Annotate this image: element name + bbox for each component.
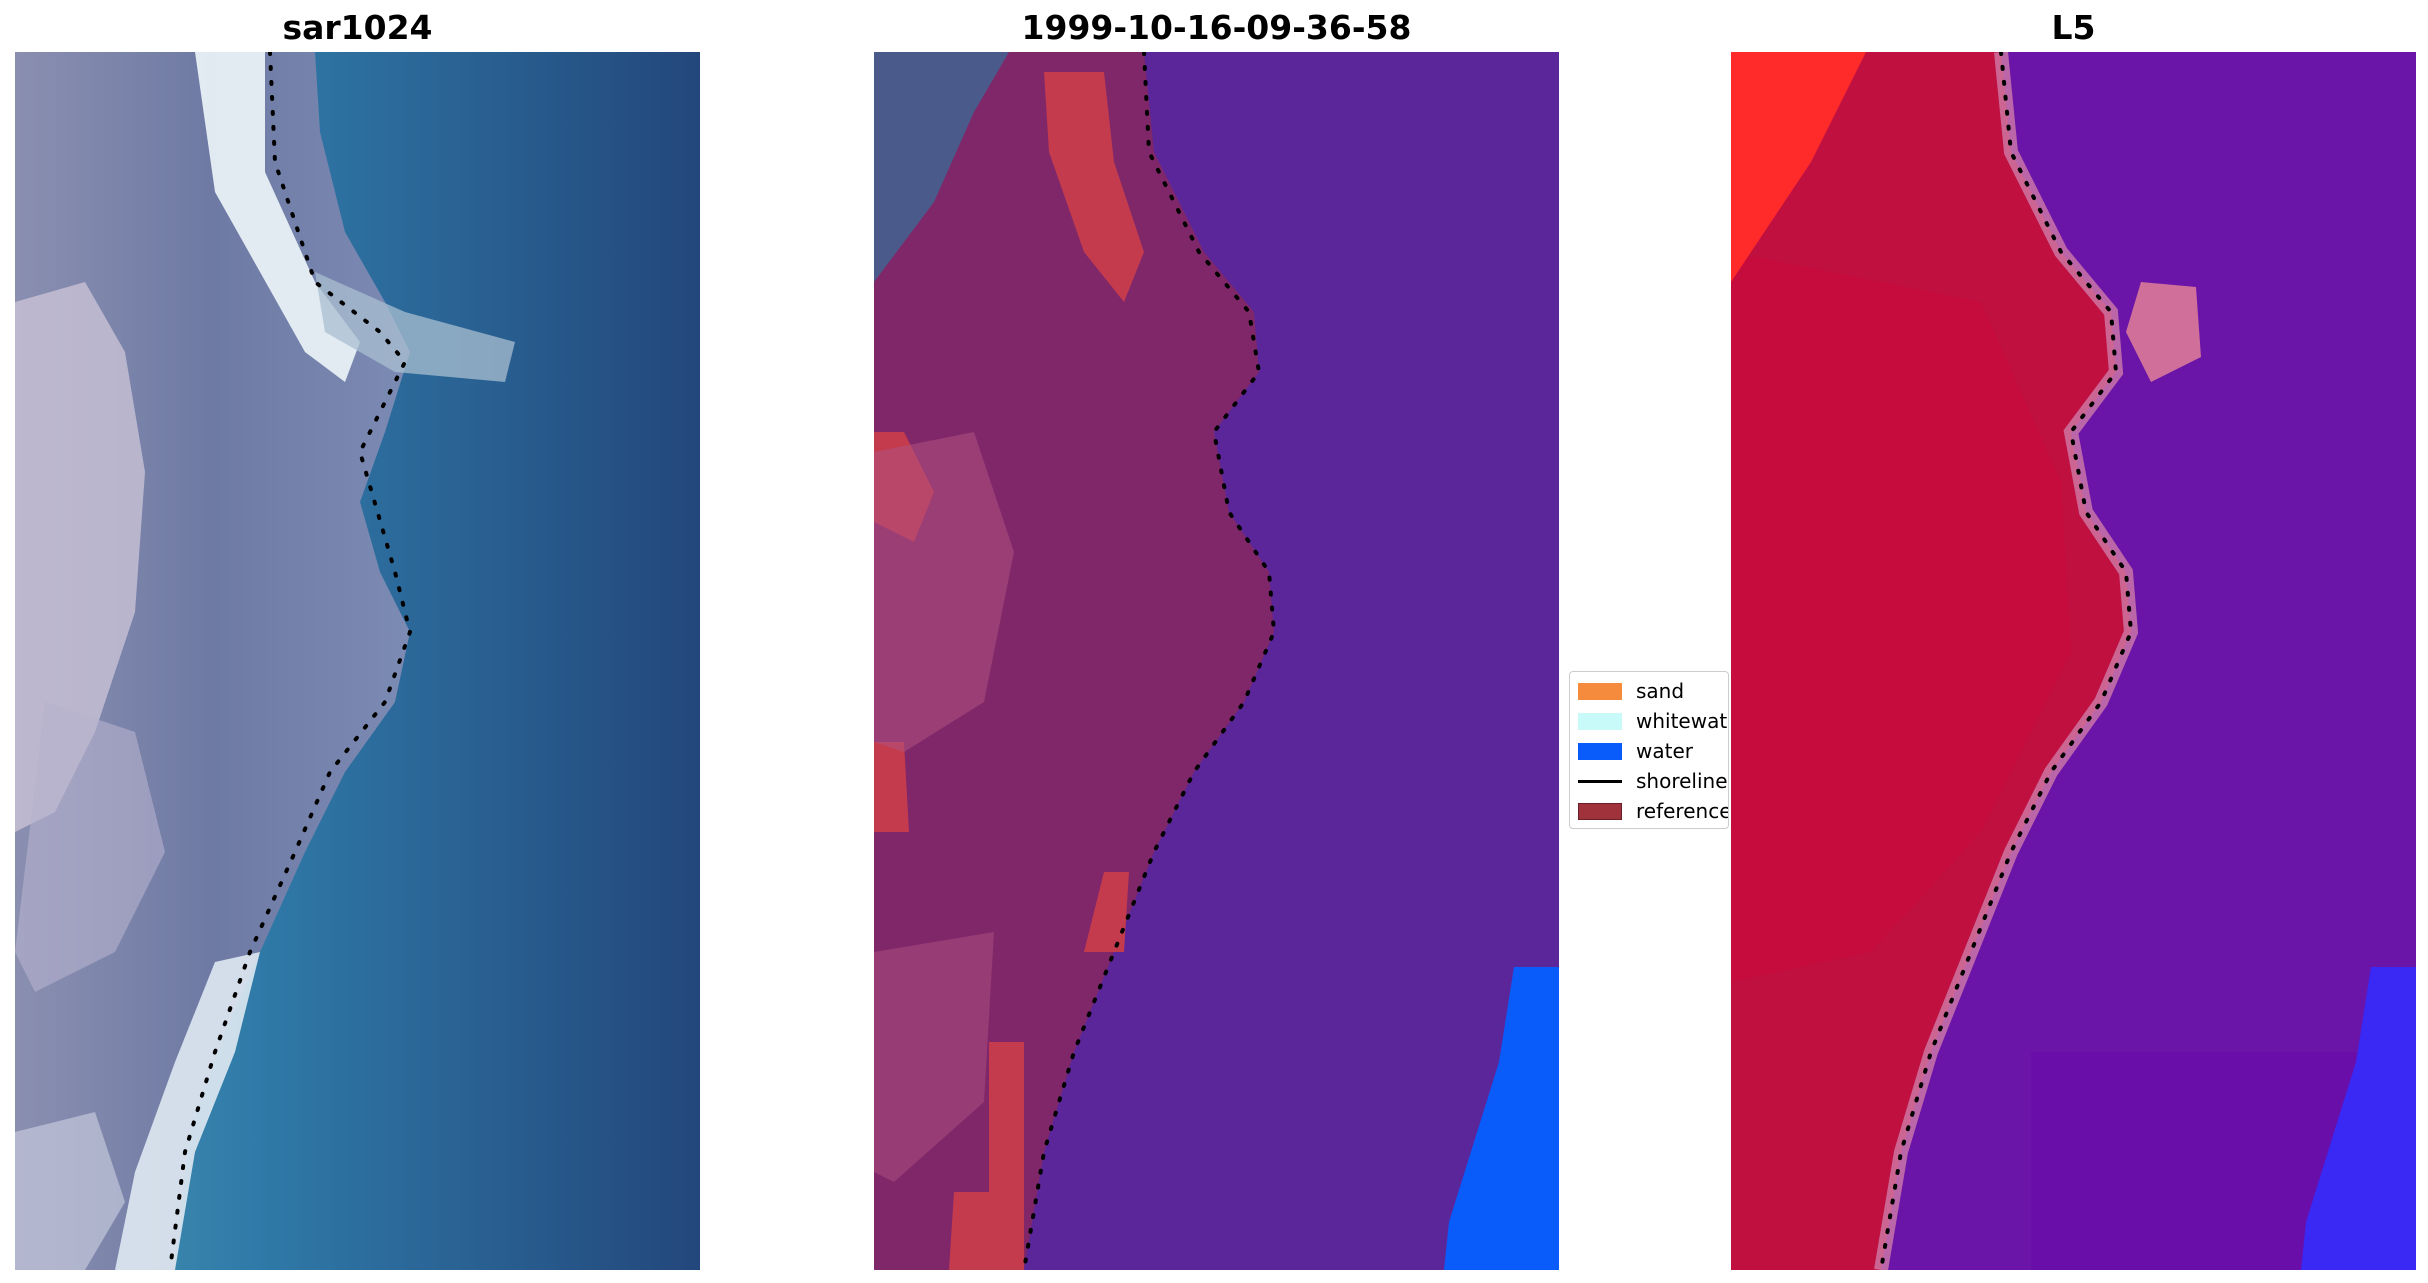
shoreline-line bbox=[168, 52, 413, 1270]
legend-label-whitewater: whitewater bbox=[1636, 709, 1728, 733]
legend-item-reference: reference bbox=[1578, 798, 1729, 824]
legend-item-shoreline: shoreline bbox=[1578, 768, 1728, 794]
panel-title-rgb: sar1024 bbox=[282, 8, 433, 47]
shoreline-line bbox=[1879, 52, 2134, 1270]
legend: sand whitewater water shoreline referenc… bbox=[1569, 671, 1729, 829]
legend-swatch-whitewater bbox=[1578, 712, 1622, 730]
ndwi-panel bbox=[1731, 52, 2416, 1270]
legend-item-water: water bbox=[1578, 738, 1693, 764]
legend-label-reference: reference bbox=[1636, 799, 1729, 823]
classification-panel bbox=[874, 52, 1559, 1270]
legend-item-sand: sand bbox=[1578, 678, 1684, 704]
shoreline-line bbox=[1022, 52, 1277, 1270]
legend-item-whitewater: whitewater bbox=[1578, 708, 1728, 734]
panel-title-classification: 1999-10-16-09-36-58 bbox=[1021, 8, 1412, 47]
classification-image bbox=[874, 52, 1559, 1270]
legend-swatch-reference bbox=[1578, 802, 1622, 820]
legend-swatch-shoreline bbox=[1578, 779, 1622, 783]
rgb-image bbox=[15, 52, 700, 1270]
legend-swatch-sand bbox=[1578, 682, 1622, 700]
legend-swatch-water bbox=[1578, 742, 1622, 760]
legend-label-shoreline: shoreline bbox=[1636, 769, 1728, 793]
rgb-image-panel bbox=[15, 52, 700, 1270]
ndwi-image bbox=[1731, 52, 2416, 1270]
legend-label-water: water bbox=[1636, 739, 1693, 763]
legend-label-sand: sand bbox=[1636, 679, 1685, 703]
panel-title-ndwi: L5 bbox=[2051, 8, 2096, 47]
